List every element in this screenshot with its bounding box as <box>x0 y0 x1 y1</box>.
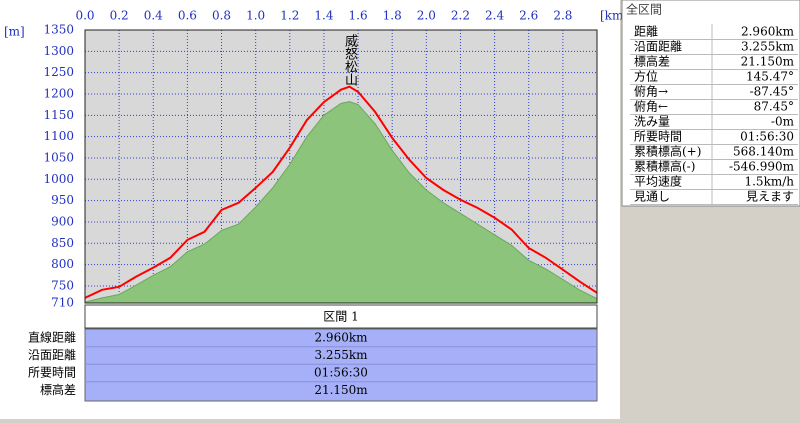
summary-label: 方位 <box>634 69 658 84</box>
segment-value: 21.150m <box>314 383 368 397</box>
y-tick-label: 1150 <box>43 108 74 122</box>
summary-label: 俯角← <box>634 99 668 114</box>
summary-value: 2.960km <box>741 25 795 39</box>
x-tick-label: 0.2 <box>110 9 129 23</box>
segment-value: 3.255km <box>314 348 368 362</box>
terrain-area <box>84 101 598 304</box>
summary-label: 平均速度 <box>634 174 682 189</box>
x-tick-label: 2.4 <box>485 9 504 23</box>
y-tick-label: 950 <box>51 193 74 207</box>
summary-label: 所要時間 <box>634 130 682 144</box>
segment-value: 01:56:30 <box>314 366 368 380</box>
summary-label: 見通し <box>634 190 670 204</box>
segment-label: 標高差 <box>40 382 76 397</box>
summary-label: 累積標高(-) <box>634 159 695 174</box>
summary-value: -0m <box>771 115 795 129</box>
x-tick-label: 0.4 <box>144 9 163 23</box>
x-tick-label: 1.8 <box>383 9 402 23</box>
y-tick-label: 850 <box>51 236 74 250</box>
y-tick-label: 1350 <box>43 23 74 37</box>
summary-value: 見えます <box>746 190 794 204</box>
y-tick-label: 900 <box>51 214 74 228</box>
summary-value: 21.150m <box>741 55 795 69</box>
segment-label: 所要時間 <box>28 366 76 380</box>
x-tick-label: 2.6 <box>519 9 538 23</box>
x-tick-label: 1.6 <box>349 9 368 23</box>
y-tick-label: 1200 <box>43 86 74 100</box>
y-tick-label: 1250 <box>43 65 74 79</box>
summary-label: 俯角→ <box>634 84 668 99</box>
segment-label: 直線距離 <box>28 330 76 345</box>
profile-line <box>84 85 598 299</box>
y-tick-label: 800 <box>51 257 74 271</box>
y-tick-label: 710 <box>51 296 74 310</box>
y-tick-label: 1000 <box>43 172 74 186</box>
summary-value: 01:56:30 <box>740 130 794 144</box>
summary-title: 全区間 <box>626 2 662 17</box>
x-tick-label: 2.0 <box>417 9 436 23</box>
x-unit: [km] <box>600 9 628 23</box>
x-tick-label: 2.2 <box>451 9 470 23</box>
x-tick-label: 0.8 <box>212 9 231 23</box>
summary-value: 1.5km/h <box>744 175 794 189</box>
segment-header: 区間 1 <box>323 310 358 324</box>
segment-label: 沿面距離 <box>28 348 76 362</box>
y-tick-label: 1300 <box>43 44 74 58</box>
plot-frame <box>84 29 598 304</box>
x-tick-label: 2.8 <box>553 9 572 23</box>
y-tick-label: 1100 <box>43 129 74 143</box>
summary-label: 沿面距離 <box>634 40 682 54</box>
summary-value: 568.140m <box>733 145 795 159</box>
x-tick-label: 0.6 <box>178 9 197 23</box>
summary-label: 洗み量 <box>634 115 670 129</box>
summary-value: -87.45° <box>750 85 794 99</box>
y-tick-label: 1050 <box>43 150 74 164</box>
summary-label: 距離 <box>634 25 658 39</box>
summary-value: -546.990m <box>729 160 795 174</box>
summary-label: 累積標高(+) <box>634 144 701 159</box>
peak-label: 威怒松山 <box>342 34 358 86</box>
x-tick-label: 1.0 <box>246 9 265 23</box>
segment-header-box <box>84 304 598 329</box>
x-tick-label: 1.4 <box>314 9 333 23</box>
segment-body <box>84 328 598 402</box>
summary-panel <box>621 0 800 207</box>
y-unit: [m] <box>4 25 25 39</box>
summary-label: 標高差 <box>634 54 670 69</box>
summary-value: 3.255km <box>741 40 795 54</box>
segment-value: 2.960km <box>314 331 368 345</box>
y-tick-label: 750 <box>51 278 74 292</box>
summary-value: 145.47° <box>746 70 794 84</box>
summary-value: 87.45° <box>754 100 794 114</box>
x-tick-label: 0.0 <box>75 9 94 23</box>
x-tick-label: 1.2 <box>280 9 299 23</box>
